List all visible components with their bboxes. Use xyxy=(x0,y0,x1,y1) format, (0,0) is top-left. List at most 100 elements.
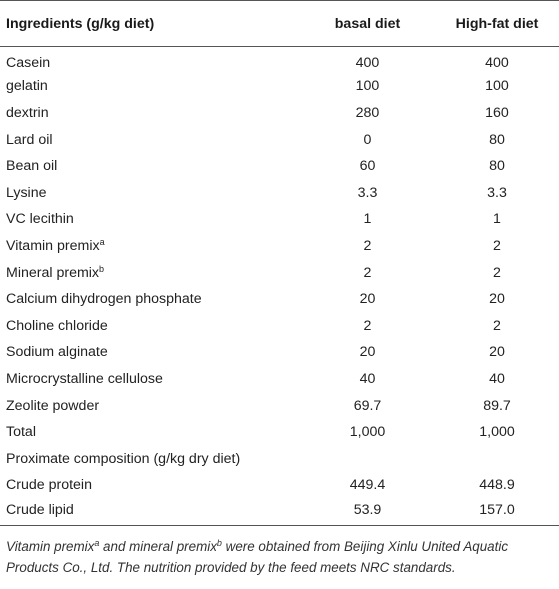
ingredient-name-cell: Calcium dihydrogen phosphate xyxy=(0,286,300,313)
ingredient-name: VC lecithin xyxy=(6,211,74,228)
ingredient-name-cell: Zeolite powder xyxy=(0,392,300,419)
table-row: Proximate composition (g/kg dry diet) xyxy=(0,445,559,472)
ingredient-name-cell: Sodium alginate xyxy=(0,339,300,366)
table-row: Bean oil 60 80 xyxy=(0,153,559,180)
basal-diet-value: 400 xyxy=(355,55,380,72)
header-ingredients: Ingredients (g/kg diet) xyxy=(0,0,300,47)
ingredient-name: Calcium dihydrogen phosphate xyxy=(6,291,202,308)
ingredient-name-cell: Choline chloride xyxy=(0,312,300,339)
footnote-part2: and mineral premix xyxy=(99,539,217,554)
footnote-marker: a xyxy=(99,236,105,247)
footnote-sup2: b xyxy=(216,538,222,548)
header-high-fat-diet: High-fat diet xyxy=(435,0,559,47)
basal-diet-value: 20 xyxy=(359,291,376,308)
basal-diet-value: 280 xyxy=(355,104,380,121)
ingredient-name: Casein xyxy=(6,55,51,72)
ingredient-name: Zeolite powder xyxy=(6,397,100,414)
basal-diet-value: 0 xyxy=(363,131,372,148)
ingredient-name-cell: gelatin xyxy=(0,73,300,100)
ingredient-name-cell: Total xyxy=(0,419,300,446)
high-fat-diet-value: 100 xyxy=(485,78,509,95)
ingredient-name-cell: dextrin xyxy=(0,100,300,127)
basal-diet-value: 2 xyxy=(363,237,372,254)
basal-diet-value: 20 xyxy=(359,344,376,361)
high-fat-diet-value: 89.7 xyxy=(483,397,511,414)
basal-diet-value xyxy=(300,445,435,472)
ingredient-name: gelatin xyxy=(6,78,48,95)
basal-diet-value: 40 xyxy=(359,370,376,387)
table-row: Microcrystalline cellulose 40 40 xyxy=(0,366,559,393)
ingredient-name: Sodium alginate xyxy=(6,344,108,361)
ingredient-name: Bean oil xyxy=(6,158,58,175)
ingredient-name-cell: Microcrystalline cellulose xyxy=(0,366,300,393)
table-row: Total 1,000 1,000 xyxy=(0,419,559,446)
table-row: Lard oil 0 80 xyxy=(0,126,559,153)
high-fat-diet-value: 2 xyxy=(493,317,501,334)
table-header-row: Ingredients (g/kg diet) basal diet High-… xyxy=(0,0,559,47)
basal-diet-value: 3.3 xyxy=(357,184,378,201)
high-fat-diet-value: 1 xyxy=(493,211,501,228)
high-fat-diet-value xyxy=(435,445,559,472)
basal-diet-value: 449.4 xyxy=(349,477,386,494)
ingredient-name-cell: VC lecithin xyxy=(0,206,300,233)
ingredient-name: Crude lipid xyxy=(6,501,74,518)
basal-diet-value: 2 xyxy=(363,264,372,281)
diet-composition-table: Ingredients (g/kg diet) basal diet High-… xyxy=(0,0,559,526)
table-row: Crude lipid 53.9 157.0 xyxy=(0,498,559,526)
table-footnote: Vitamin premixa and mineral premixb were… xyxy=(6,536,554,578)
ingredient-name: Vitamin premix xyxy=(6,237,100,254)
footnote-part1: Vitamin premix xyxy=(6,539,95,554)
table-row: Crude protein 449.4 448.9 xyxy=(0,472,559,499)
table-row: Mineral premixb 2 2 xyxy=(0,259,559,286)
table-row: Zeolite powder 69.7 89.7 xyxy=(0,392,559,419)
ingredient-name: Total xyxy=(6,424,36,441)
basal-diet-value: 100 xyxy=(355,78,380,95)
high-fat-diet-value: 20 xyxy=(489,344,505,361)
ingredient-name: dextrin xyxy=(6,104,49,121)
basal-diet-value: 60 xyxy=(359,158,376,175)
high-fat-diet-value: 3.3 xyxy=(487,184,507,201)
table-row: Lysine 3.3 3.3 xyxy=(0,179,559,206)
diet-composition-table-container: Ingredients (g/kg diet) basal diet High-… xyxy=(0,0,559,526)
basal-diet-value: 69.7 xyxy=(353,397,382,414)
ingredient-name: Microcrystalline cellulose xyxy=(6,370,163,387)
high-fat-diet-value: 40 xyxy=(489,370,505,387)
ingredient-name: Lard oil xyxy=(6,131,53,148)
table-row: dextrin 280 160 xyxy=(0,100,559,127)
footnote-part3: were obtained from Beijing Xinlu United … xyxy=(6,539,509,575)
basal-diet-value: 53.9 xyxy=(300,498,435,526)
high-fat-diet-value: 400 xyxy=(485,55,509,72)
ingredient-name-cell: Lysine xyxy=(0,179,300,206)
ingredient-name-cell: Lard oil xyxy=(0,126,300,153)
high-fat-diet-value: 157.0 xyxy=(435,498,559,526)
high-fat-diet-value: 160 xyxy=(485,104,509,121)
ingredient-name-cell: Casein xyxy=(0,47,300,74)
ingredient-name-cell: Bean oil xyxy=(0,153,300,180)
table-row: gelatin 100 100 xyxy=(0,73,559,100)
table-row: Vitamin premixa 2 2 xyxy=(0,233,559,260)
high-fat-diet-value: 448.9 xyxy=(479,477,515,494)
footnote-sup1: a xyxy=(94,538,100,548)
high-fat-diet-value: 80 xyxy=(489,158,505,175)
basal-diet-value: 2 xyxy=(363,317,372,334)
high-fat-diet-value: 80 xyxy=(489,131,505,148)
high-fat-diet-value: 20 xyxy=(489,291,505,308)
ingredient-name-cell: Proximate composition (g/kg dry diet) xyxy=(0,445,300,472)
ingredient-name-cell: Crude protein xyxy=(0,472,300,499)
basal-diet-value: 1 xyxy=(363,211,372,228)
table-row: Calcium dihydrogen phosphate 20 20 xyxy=(0,286,559,313)
basal-diet-value: 1,000 xyxy=(349,424,386,441)
table-row: VC lecithin 1 1 xyxy=(0,206,559,233)
ingredient-name: Mineral premix xyxy=(6,264,100,281)
high-fat-diet-value: 2 xyxy=(493,264,501,281)
table-row: Choline chloride 2 2 xyxy=(0,312,559,339)
table-body: Casein 400 400 gelatin 100 100 dextrin 280 160 La… xyxy=(0,47,559,526)
ingredient-name: Lysine xyxy=(6,184,47,201)
table-row: Sodium alginate 20 20 xyxy=(0,339,559,366)
ingredient-name: Crude protein xyxy=(6,477,92,494)
ingredient-name-cell: Vitamin premixa xyxy=(0,233,300,260)
header-basal-diet: basal diet xyxy=(300,0,435,47)
ingredient-name-cell: Crude lipid xyxy=(0,498,300,526)
ingredient-name-cell: Mineral premixb xyxy=(0,259,300,286)
high-fat-diet-value: 2 xyxy=(493,237,501,254)
